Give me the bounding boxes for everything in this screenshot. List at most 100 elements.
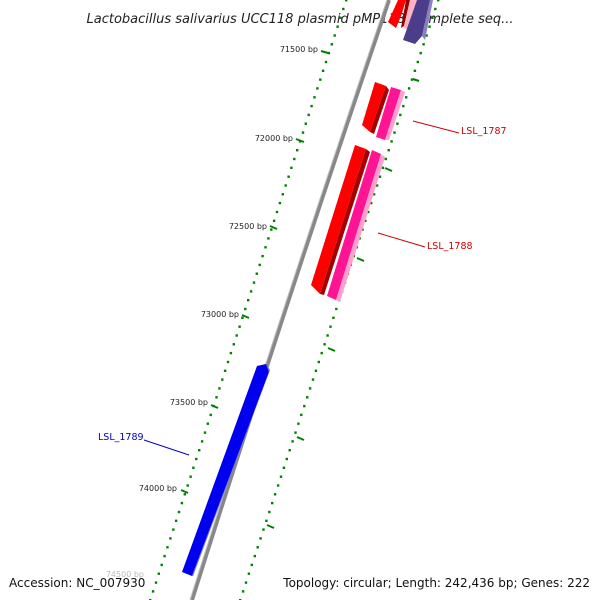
tick-dot bbox=[226, 360, 230, 364]
tick-dot bbox=[252, 281, 256, 284]
tick-dot bbox=[387, 149, 390, 152]
tick-dot bbox=[384, 157, 387, 161]
gene-label-lsl-1787[interactable]: LSL_1787 bbox=[461, 126, 507, 137]
tick-dot bbox=[407, 87, 411, 90]
tick-dot bbox=[425, 34, 428, 37]
tick-dot bbox=[279, 475, 283, 478]
tick-dot bbox=[244, 581, 248, 584]
tick-dot bbox=[232, 343, 235, 346]
tick-dot bbox=[422, 43, 425, 46]
gene-label-lsl-1789[interactable]: LSL_1789 bbox=[98, 432, 144, 443]
map-title: Lactobacillus salivarius UCC118 plasmid … bbox=[86, 12, 513, 27]
tick-dot bbox=[345, 0, 348, 2]
tick-dot bbox=[271, 501, 274, 505]
gene-lsl-1787[interactable] bbox=[376, 87, 405, 140]
tick-dot bbox=[390, 140, 393, 143]
tick-dot bbox=[307, 113, 310, 117]
tick-dot bbox=[256, 546, 259, 549]
tick-dot bbox=[311, 378, 315, 381]
tick-dot bbox=[244, 307, 247, 311]
tick-dot bbox=[215, 396, 218, 399]
gene-top-pink[interactable] bbox=[404, 0, 417, 30]
tick-dot bbox=[247, 572, 251, 575]
gene-top-red[interactable] bbox=[388, 0, 410, 28]
tick-dot bbox=[192, 466, 195, 469]
tick-dot bbox=[301, 131, 305, 134]
tick-dot bbox=[326, 334, 329, 337]
tick-dot bbox=[293, 157, 296, 161]
tick-dot bbox=[157, 572, 160, 575]
tick-dot bbox=[367, 210, 370, 214]
tick-dot bbox=[180, 501, 184, 505]
tick-dot bbox=[297, 422, 300, 425]
gene-red-long[interactable] bbox=[311, 145, 370, 295]
tick-dot bbox=[278, 201, 282, 205]
tick-dot bbox=[223, 369, 227, 372]
tick-dot bbox=[273, 493, 277, 496]
tick-dot bbox=[402, 104, 405, 108]
tick-dot bbox=[361, 228, 364, 231]
tick-mark-72500 bbox=[269, 225, 278, 230]
gene-red-small[interactable] bbox=[362, 82, 389, 134]
outer-tick-dash bbox=[412, 78, 420, 82]
tick-dot bbox=[203, 431, 207, 434]
inner-tick-track bbox=[149, 0, 348, 600]
tick-dot bbox=[314, 369, 318, 372]
outer-tick-dash bbox=[356, 257, 365, 262]
tick-dot bbox=[272, 219, 276, 222]
leader-lsl-1788 bbox=[377, 232, 426, 248]
tick-dot bbox=[329, 325, 332, 328]
tick-dot bbox=[335, 307, 338, 311]
tick-dot bbox=[296, 149, 299, 152]
tick-dot bbox=[259, 537, 262, 540]
tick-dot bbox=[276, 484, 280, 487]
tick-dot bbox=[250, 563, 253, 567]
tick-dot bbox=[189, 475, 192, 478]
tick-dot bbox=[419, 51, 422, 55]
tick-dot bbox=[437, 0, 440, 2]
tick-dot bbox=[320, 351, 323, 355]
tick-dot bbox=[183, 493, 186, 496]
tick-dot bbox=[287, 175, 290, 178]
tick-dot bbox=[218, 387, 221, 390]
accession-text: Accession: NC_007930 bbox=[9, 576, 145, 590]
tick-dot bbox=[321, 69, 325, 72]
tick-dot bbox=[431, 16, 434, 19]
gene-label-lsl-1788[interactable]: LSL_1788 bbox=[427, 241, 473, 252]
tick-dot bbox=[275, 210, 279, 214]
tick-dot bbox=[281, 193, 284, 196]
tick-dot bbox=[206, 422, 209, 425]
tick-mark-71500 bbox=[320, 50, 329, 54]
tick-dot bbox=[172, 528, 175, 531]
tick-dot bbox=[339, 16, 342, 19]
tick-dot bbox=[238, 325, 241, 328]
tick-dot bbox=[166, 546, 169, 549]
outer-tick-dash bbox=[296, 436, 305, 441]
tick-dot bbox=[410, 78, 414, 81]
tick-dot bbox=[151, 590, 155, 593]
tick-mark-73000 bbox=[241, 314, 250, 319]
tick-dot bbox=[253, 554, 256, 558]
tick-dot bbox=[327, 51, 331, 55]
tick-dot bbox=[284, 184, 287, 187]
gene-lsl-1789[interactable] bbox=[182, 364, 270, 576]
tick-dot bbox=[294, 431, 297, 434]
tick-label-73000: 73000 bp bbox=[201, 310, 239, 319]
tick-label-74500: 74500 bp bbox=[106, 570, 144, 579]
gene-lsl-1788[interactable] bbox=[327, 150, 385, 302]
tick-dot bbox=[333, 34, 336, 37]
tick-dot bbox=[288, 449, 291, 452]
tick-dot bbox=[313, 96, 316, 99]
plasmid-backbone-highlight bbox=[189, 0, 388, 600]
tick-dot bbox=[372, 193, 376, 196]
tick-dot bbox=[375, 184, 379, 187]
tick-dot bbox=[270, 228, 273, 231]
tick-dot bbox=[262, 528, 265, 531]
tick-label-72000: 72000 bp bbox=[255, 134, 293, 143]
tick-dot bbox=[195, 457, 198, 461]
tick-dot bbox=[306, 396, 309, 399]
tick-dot bbox=[177, 510, 181, 514]
tick-dot bbox=[160, 563, 163, 567]
gene-top-purple[interactable] bbox=[403, 0, 433, 44]
